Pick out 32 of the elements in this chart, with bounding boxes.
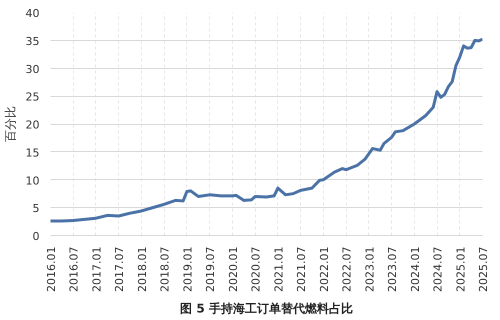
x-tick-label: 2016.01 — [45, 246, 58, 292]
y-tick-label: 15 — [26, 146, 40, 160]
x-tick-label: 2019.07 — [204, 246, 218, 292]
y-tick-label: 0 — [32, 230, 40, 243]
x-tick-label: 2020.01 — [226, 246, 240, 292]
y-tick-label: 35 — [26, 34, 40, 48]
y-tick-label: 10 — [26, 174, 40, 188]
y-tick-label: 20 — [26, 118, 40, 132]
text: 图 5 手持海工订单替代燃料占比 — [180, 302, 353, 316]
x-tick-label: 2021.07 — [295, 246, 308, 292]
x-tick-label: 2023.01 — [363, 246, 376, 292]
x-tick-label: 2024.07 — [432, 246, 445, 292]
x-tick-label: 2017.07 — [113, 246, 126, 292]
x-tick-label: 2024.01 — [408, 246, 422, 292]
x-tick-label: 2017.01 — [90, 246, 104, 292]
x-tick-label: 2019.01 — [181, 246, 194, 292]
line-series — [50, 38, 482, 223]
x-tick-label: 2018.01 — [136, 246, 149, 292]
y-tick-label: 5 — [32, 202, 40, 216]
x-tick-label: 2020.07 — [250, 246, 263, 292]
x-tick-label: 2016.07 — [68, 246, 81, 292]
x-tick-label: 2022.01 — [318, 246, 331, 292]
y-tick-label: 25 — [26, 90, 40, 104]
y-axis-title: 百分比 — [4, 106, 18, 142]
x-tick-label: 2018.07 — [158, 246, 172, 292]
x-tick-label: 2023.07 — [386, 246, 400, 292]
x-tick-label: 2025.01 — [454, 246, 468, 292]
x-tick-label: 2022.07 — [340, 246, 354, 292]
y-tick-label: 40 — [26, 7, 40, 20]
x-tick-label: 2021.01 — [272, 246, 286, 292]
x-tick-label: 2025.07 — [477, 246, 490, 292]
y-tick-label: 30 — [26, 62, 40, 76]
